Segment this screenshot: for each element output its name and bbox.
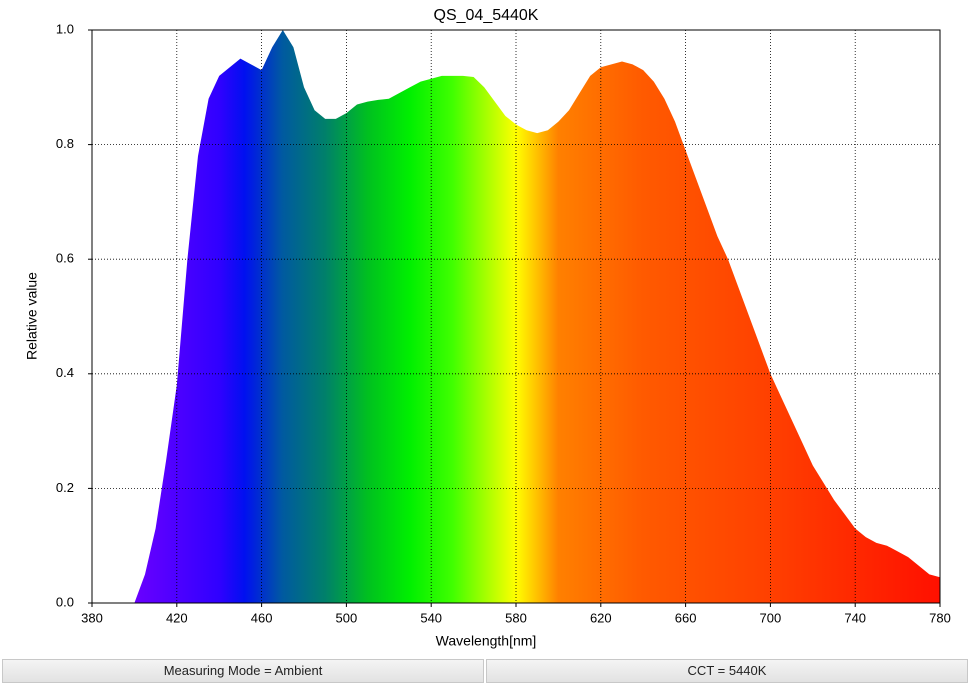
y-axis-label: Relative value [24, 272, 40, 360]
x-axis-label: Wavelength[nm] [436, 633, 537, 649]
y-tick-label: 0.0 [56, 594, 74, 609]
x-tick-label: 740 [844, 610, 866, 625]
y-tick-label: 0.6 [56, 251, 74, 266]
y-tick-label: 0.8 [56, 136, 74, 151]
y-tick-label: 0.4 [56, 365, 74, 380]
chart: QS_04_5440K Wavelength[nm] Relative valu… [24, 7, 951, 649]
x-tick-label: 700 [760, 610, 782, 625]
x-tick-label: 660 [675, 610, 697, 625]
spectrum-area [134, 30, 940, 603]
plot-frame [91, 29, 941, 604]
y-tick-label: 1.0 [56, 21, 74, 36]
x-tick-label: 780 [929, 610, 951, 625]
x-tick-label: 540 [420, 610, 442, 625]
x-tick-label: 620 [590, 610, 612, 625]
x-tick-label: 380 [81, 610, 103, 625]
y-tick-label: 0.2 [56, 480, 74, 495]
chart-title: QS_04_5440K [434, 7, 539, 24]
status-cct: CCT = 5440K [486, 659, 968, 683]
x-tick-label: 580 [505, 610, 527, 625]
x-tick-label: 460 [251, 610, 273, 625]
x-tick-label: 500 [336, 610, 358, 625]
status-mode: Measuring Mode = Ambient [2, 659, 484, 683]
x-tick-label: 420 [166, 610, 188, 625]
